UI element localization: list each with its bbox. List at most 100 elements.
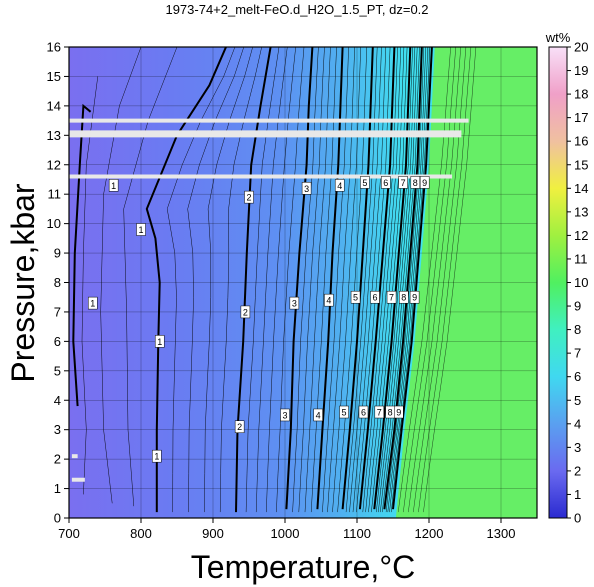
contour-label-6: 2 xyxy=(243,307,248,317)
y-tick-6: 6 xyxy=(54,334,61,349)
contour-label-23: 8 xyxy=(413,178,418,188)
x-tick-1100: 1100 xyxy=(343,526,371,541)
colorbar-tick-8: 8 xyxy=(574,322,581,337)
contour-label-box-27 xyxy=(409,290,420,304)
x-axis-ticks: 700 800 900 1000 1100 1200 1300 xyxy=(58,518,515,541)
contour-label-box-15 xyxy=(350,290,361,304)
contour-label-box-3 xyxy=(154,335,165,348)
x-tick-700: 700 xyxy=(58,526,80,541)
minor-contour-20 xyxy=(362,47,398,513)
contour-label-box-20 xyxy=(398,176,408,189)
contour-label-13: 4 xyxy=(316,410,321,420)
contour-label-20: 7 xyxy=(401,178,406,188)
contour-label-10: 3 xyxy=(282,410,287,420)
contour-label-17: 6 xyxy=(383,178,388,188)
minor-contour-9 xyxy=(298,47,325,513)
colorbar-tick-19: 19 xyxy=(574,63,588,78)
contour-3 xyxy=(285,47,314,510)
contour-label-box-24 xyxy=(399,290,409,304)
minor-contour-35 xyxy=(398,47,451,513)
y-tick-1: 1 xyxy=(54,481,61,496)
y-tick-9: 9 xyxy=(54,246,61,261)
contour-label-15: 5 xyxy=(353,293,358,303)
minor-contour-19 xyxy=(356,47,391,513)
contour-label-16: 5 xyxy=(342,408,347,418)
colorbar-tick-0: 0 xyxy=(574,511,581,526)
minor-contour-11 xyxy=(310,47,337,513)
minor-contours xyxy=(81,47,477,513)
contour-label-18: 6 xyxy=(372,293,377,303)
minor-contour-28 xyxy=(385,47,425,513)
minor-contour-29 xyxy=(387,47,427,513)
contour-label-26: 9 xyxy=(422,178,427,188)
contour-label-box-22 xyxy=(374,405,385,419)
minor-contour-12 xyxy=(322,47,349,513)
contour-label-box-16 xyxy=(339,405,349,419)
colorbar-tick-5: 5 xyxy=(574,393,581,408)
colorbar-tick-14: 14 xyxy=(574,181,588,196)
colorbar-tick-12: 12 xyxy=(574,228,588,243)
minor-contour-33 xyxy=(123,47,178,507)
minor-contour-17 xyxy=(349,47,382,513)
y-tick-5: 5 xyxy=(54,363,61,378)
minor-contour-31 xyxy=(391,47,431,513)
contour-label-4: 1 xyxy=(154,452,159,462)
minor-contour-15 xyxy=(337,47,368,513)
contour-label-2: 1 xyxy=(90,299,95,309)
minor-contour-21 xyxy=(365,47,402,513)
contour-label-27: 9 xyxy=(412,293,417,303)
contour-label-box-12 xyxy=(324,293,334,307)
contour-label-1: 1 xyxy=(138,225,143,235)
y-tick-8: 8 xyxy=(54,275,61,290)
contour-label-box-19 xyxy=(358,405,369,419)
y-tick-7: 7 xyxy=(54,304,61,319)
minor-contour-30 xyxy=(389,47,429,513)
contour-label-box-5 xyxy=(244,190,254,204)
colorbar-tick-6: 6 xyxy=(574,369,581,384)
contour-label-box-26 xyxy=(419,176,430,189)
contour-label-22: 7 xyxy=(377,408,382,418)
y-tick-4: 4 xyxy=(54,393,61,408)
minor-contour-22 xyxy=(368,47,405,513)
x-tick-1300: 1300 xyxy=(487,526,516,541)
colorbar-tick-18: 18 xyxy=(574,87,588,102)
contour-label-box-4 xyxy=(152,449,162,463)
y-tick-2: 2 xyxy=(54,452,61,467)
minor-contour-40 xyxy=(423,47,477,513)
contour-label-9: 3 xyxy=(292,299,297,309)
contour-label-box-14 xyxy=(360,176,370,189)
contour-label-box-18 xyxy=(370,290,380,304)
minor-contour-26 xyxy=(380,47,418,513)
minor-contour-5 xyxy=(255,47,288,513)
minor-contour-14 xyxy=(332,47,361,513)
contour-label-3: 1 xyxy=(157,337,162,347)
contour-label-box-13 xyxy=(313,408,323,422)
minor-contour-1 xyxy=(187,47,245,513)
x-tick-1000: 1000 xyxy=(271,526,300,541)
colorbar-tick-1: 1 xyxy=(574,487,581,502)
colorbar-tick-15: 15 xyxy=(574,157,588,172)
contour-label-11: 4 xyxy=(337,181,342,191)
contour-label-box-8 xyxy=(301,182,312,195)
colorbar-tick-10: 10 xyxy=(574,275,588,290)
minor-contour-8 xyxy=(292,47,319,513)
colorbar-tick-9: 9 xyxy=(574,299,581,314)
minor-contour-38 xyxy=(413,47,467,513)
contour-label-19: 6 xyxy=(361,408,366,418)
x-tick-900: 900 xyxy=(202,526,224,541)
minor-contour-27 xyxy=(382,47,420,513)
contour-label-box-6 xyxy=(240,305,251,319)
y-tick-11: 11 xyxy=(48,187,62,202)
minor-contour-3 xyxy=(219,47,262,513)
contour-label-5: 2 xyxy=(246,193,251,203)
minor-contour-2 xyxy=(204,47,253,513)
colorbar-tick-20: 20 xyxy=(574,40,588,55)
colorbar-tick-2: 2 xyxy=(574,463,581,478)
contour-label-box-21 xyxy=(386,290,397,304)
colorbar-tick-16: 16 xyxy=(574,134,588,149)
minor-contour-0 xyxy=(166,47,236,513)
x-tick-1200: 1200 xyxy=(415,526,444,541)
